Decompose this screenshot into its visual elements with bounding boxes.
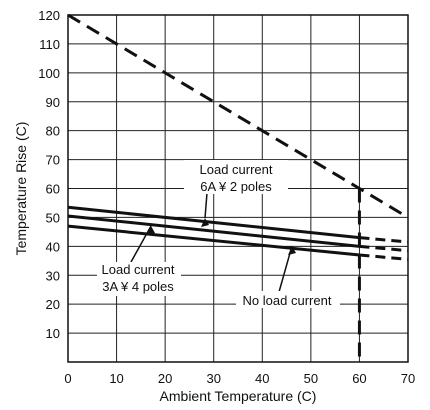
plot-frame <box>67 14 409 363</box>
x-tick-label: 10 <box>109 371 123 386</box>
y-tick-labels: 10 20 30 40 50 60 70 80 90 100 110 120 <box>38 8 60 341</box>
annotation-label: No load current <box>243 293 332 308</box>
y-tick-label: 40 <box>46 239 60 254</box>
y-tick-label: 70 <box>46 153 60 168</box>
series-line-2 <box>67 214 360 248</box>
series-line-1 <box>67 205 360 240</box>
y-tick-label: 30 <box>46 268 60 283</box>
annotation-leader <box>130 225 152 263</box>
y-tick-label: 60 <box>46 182 60 197</box>
y-tick-label: 120 <box>38 8 60 23</box>
x-tick-labels: 0 10 20 30 40 50 60 70 <box>64 371 415 386</box>
annotation-background <box>97 262 181 296</box>
annotation-background <box>184 160 288 194</box>
annotation-label: Load current <box>200 162 273 177</box>
series-line-3 <box>67 224 360 257</box>
series-line-ext-1 <box>359 236 409 244</box>
y-tick-label: 110 <box>39 37 60 52</box>
x-tick-label: 50 <box>304 371 318 386</box>
x-tick-label: 40 <box>255 371 269 386</box>
y-axis-label: Temperature Rise (C) <box>13 122 29 256</box>
annotations: Load current 6A ¥ 2 poles Load current 3A ¥… <box>97 160 340 308</box>
y-tick-label: 80 <box>46 124 60 139</box>
x-tick-label: 60 <box>352 371 366 386</box>
data-lines <box>67 13 409 362</box>
annotation-arrowhead <box>201 218 209 227</box>
x-tick-label: 20 <box>158 371 172 386</box>
series-line-ext-3 <box>359 253 409 261</box>
y-tick-label: 90 <box>46 95 60 110</box>
annotation-arrowhead <box>288 246 296 255</box>
annotation-leader <box>204 192 208 219</box>
annotation-background <box>236 291 340 308</box>
annotation-label: 3A ¥ 4 poles <box>102 279 174 294</box>
annotation-label: Load current <box>102 262 175 277</box>
series-line-ext-2 <box>359 244 409 253</box>
x-tick-label: 30 <box>206 371 220 386</box>
y-tick-label: 20 <box>46 297 60 312</box>
x-axis-label: Ambient Temperature (C) <box>160 388 317 404</box>
y-tick-label: 50 <box>46 210 60 225</box>
annotation-label: 6A ¥ 2 poles <box>200 179 272 194</box>
y-tick-label: 10 <box>46 326 60 341</box>
x-tick-label: 70 <box>401 371 415 386</box>
annotation-arrowhead <box>147 226 155 235</box>
x-tick-label: 0 <box>64 371 71 386</box>
y-tick-label: 100 <box>38 66 60 81</box>
